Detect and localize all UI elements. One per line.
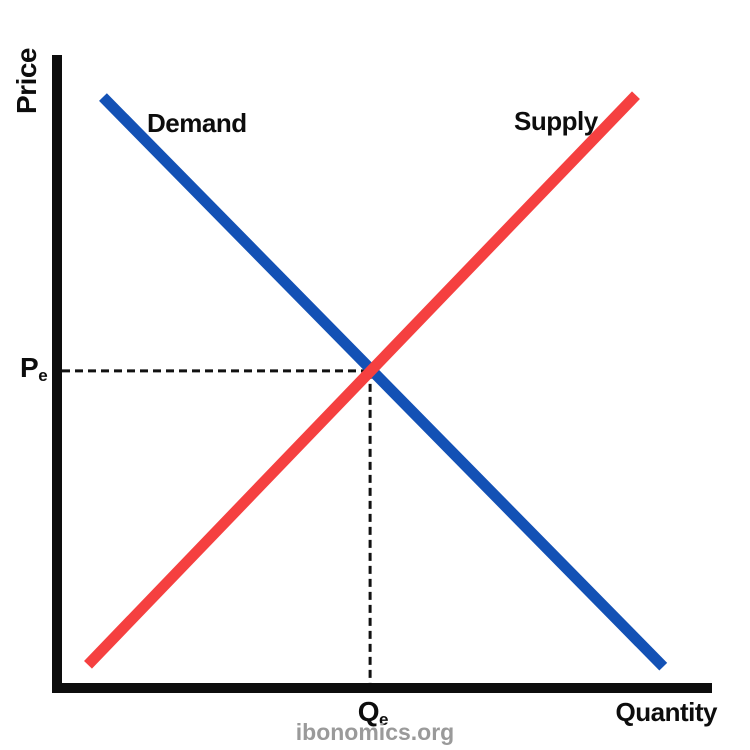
y-axis <box>52 55 62 693</box>
equilibrium-quantity-symbol: Q <box>357 696 380 727</box>
supply-curve-label: Supply <box>514 106 598 136</box>
watermark: ibonomics.org <box>295 719 455 745</box>
equilibrium-quantity-subscript: e <box>378 710 389 729</box>
x-axis-label: Quantity <box>615 697 718 727</box>
supply-curve <box>84 91 640 669</box>
equilibrium-price-symbol: P <box>20 352 39 383</box>
demand-curve-label: Demand <box>147 108 247 138</box>
equilibrium-price-label: Pe <box>20 352 48 385</box>
equilibrium-price-subscript: e <box>38 366 48 385</box>
x-axis <box>52 683 712 693</box>
y-axis-label: Price <box>11 48 42 114</box>
equilibrium-quantity-label: Qe <box>357 696 389 729</box>
demand-curve <box>99 93 668 671</box>
